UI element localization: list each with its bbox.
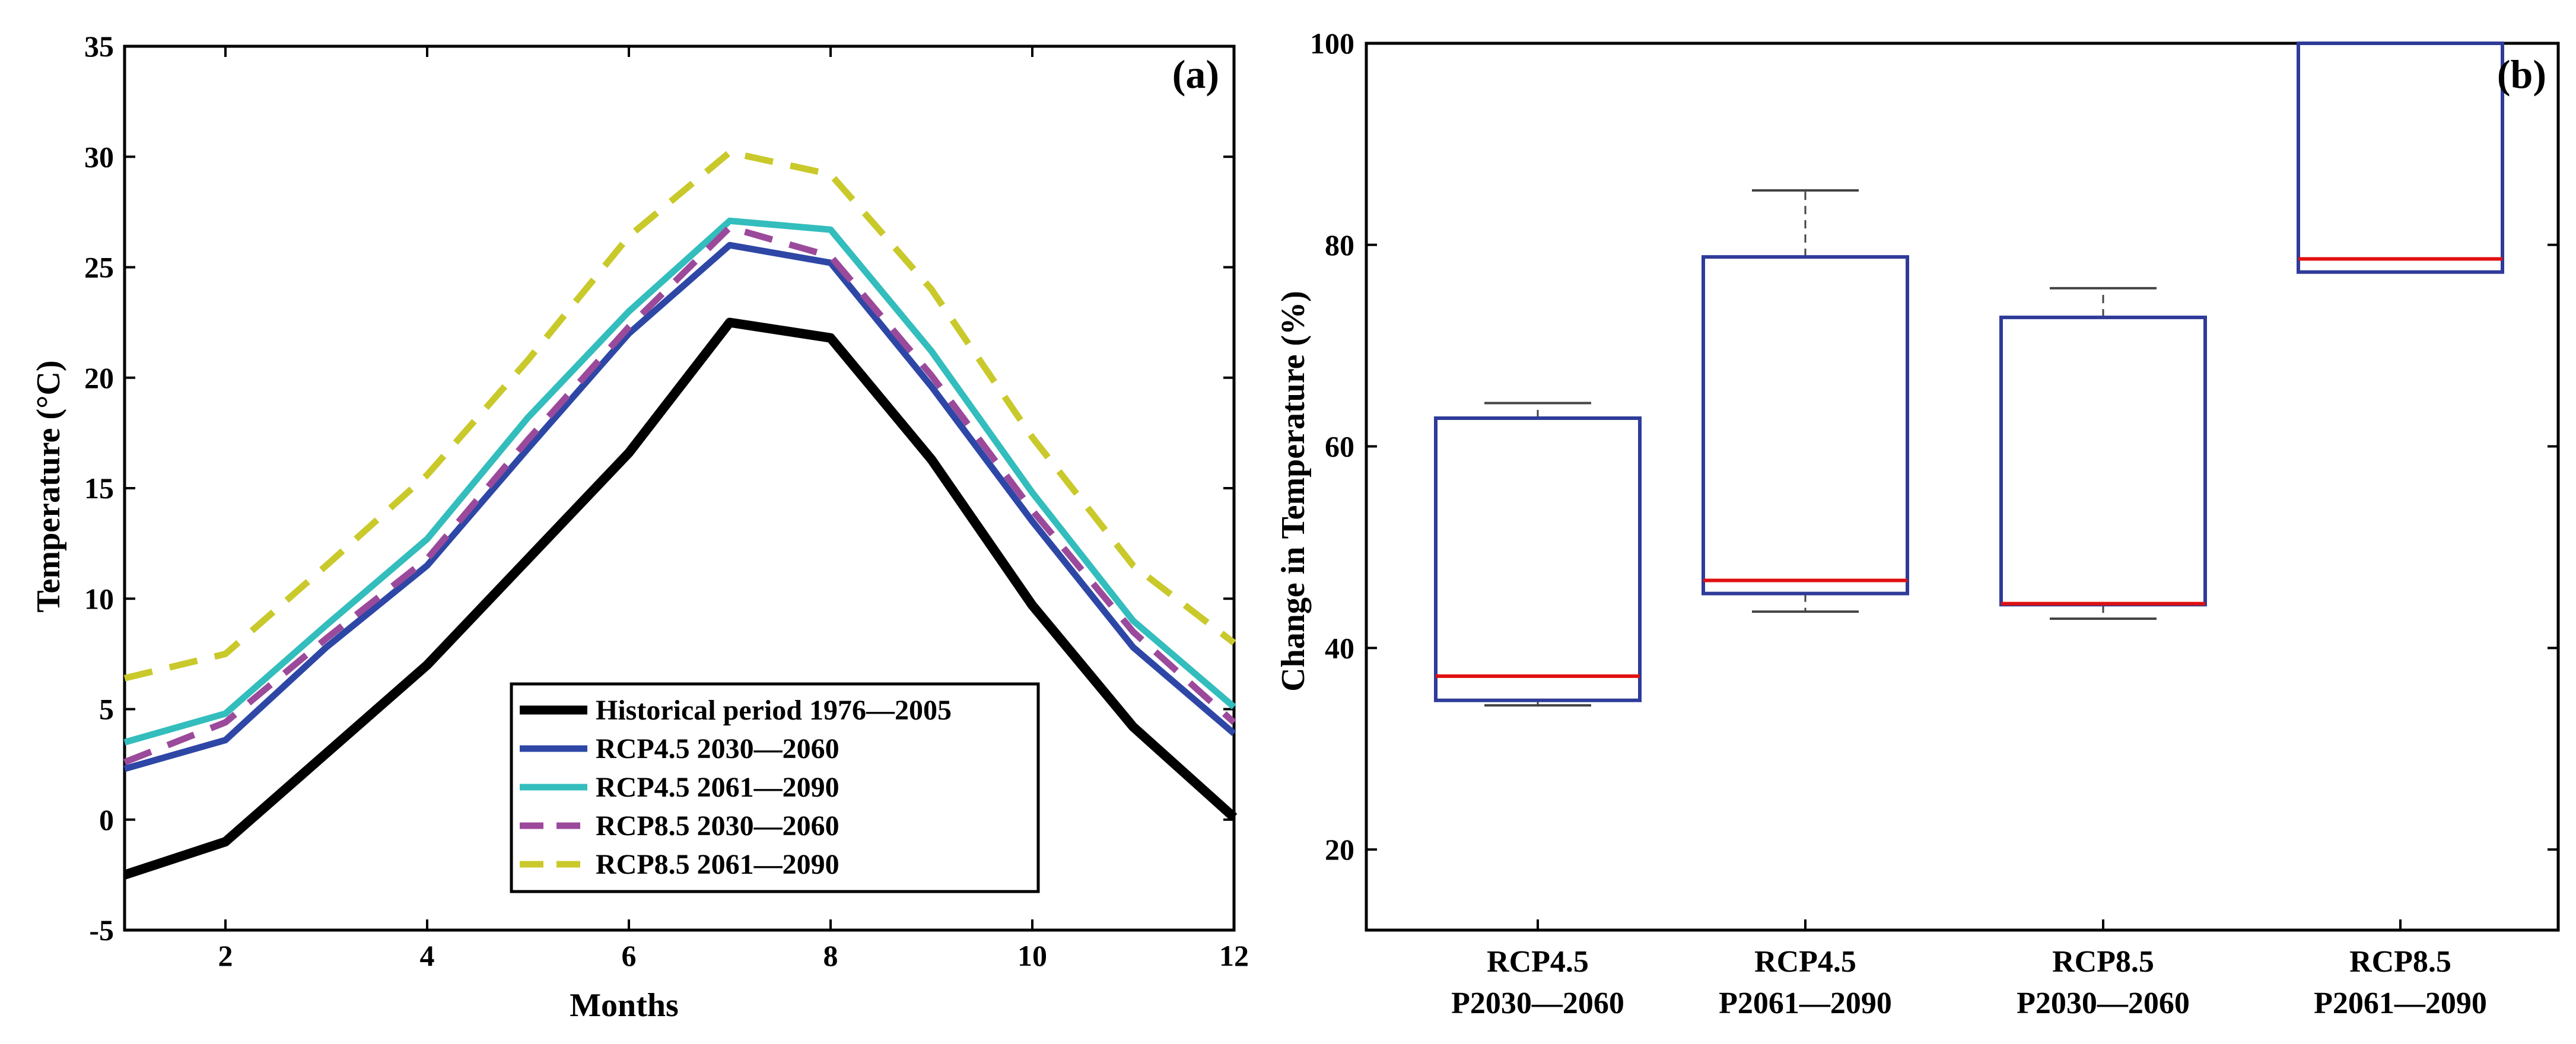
panel-b-axes: 20 40 60 80 100 RCP4.5 P2030—2060 RCP4.5 P2061—2…	[1310, 27, 2560, 1020]
category-label-line1: RCP4.5	[1487, 945, 1589, 979]
legend-label: RCP4.5 2030—2060	[596, 733, 839, 765]
panel-b-label: (b)	[2497, 52, 2546, 97]
category-label-line2: P2061—2090	[2314, 986, 2487, 1020]
box-2	[1999, 287, 2207, 620]
category-label-line1: RCP8.5	[2052, 945, 2154, 979]
y-tick-label: 35	[84, 30, 114, 63]
legend-label: RCP4.5 2061—2090	[596, 772, 839, 803]
box-iqr	[1702, 255, 1909, 596]
y-tick-label: 100	[1310, 27, 1354, 60]
category-label-line2: P2030—2060	[2017, 986, 2190, 1020]
panel-b-y-axis-title: Change in Temperature (%)	[1275, 291, 1312, 692]
x-tick-label: 4	[420, 939, 435, 972]
legend-label: RCP8.5 2061—2090	[596, 849, 839, 880]
y-tick-label: 60	[1325, 430, 1354, 463]
y-tick-label: 0	[99, 803, 114, 836]
category-label-line2: P2061—2090	[1719, 986, 1892, 1020]
legend-label: RCP8.5 2030—2060	[596, 810, 839, 842]
series-line-2	[123, 217, 1236, 746]
y-tick-label: 20	[1325, 833, 1354, 866]
panel-b-boxes	[1434, 42, 2504, 707]
box-iqr	[2297, 42, 2504, 274]
x-tick-label: 6	[622, 939, 637, 972]
y-tick-label: 15	[84, 472, 114, 505]
y-tick-label: 10	[84, 582, 114, 615]
legend-box	[510, 682, 1040, 893]
box-1	[1702, 189, 1909, 613]
category-label-line1: RCP4.5	[1754, 945, 1856, 979]
x-tick-label: 2	[218, 939, 233, 972]
panel-a-legend: Historical period 1976—2005 RCP4.5 2030—2…	[510, 682, 1040, 893]
y-tick-label: 5	[99, 693, 114, 726]
x-tick-label: 8	[823, 939, 838, 972]
panel-b-plot-frame	[1365, 42, 2560, 932]
panel-a-temperature-chart: -5 0 5 10 15 20 25 30 35 2 4 6 8 10 12 Historical peri…	[30, 30, 1249, 1024]
series-line-3	[123, 224, 1236, 766]
series-line-4	[123, 149, 1236, 682]
y-tick-label: 80	[1325, 228, 1354, 262]
y-tick-label: 25	[84, 251, 114, 284]
panel-b-change-boxplot: 20 40 60 80 100 RCP4.5 P2030—2060 RCP4.5 P2061—2…	[1275, 27, 2560, 1020]
box-iqr	[1999, 316, 2207, 607]
y-tick-label: 20	[84, 361, 114, 394]
x-tick-label: 12	[1219, 939, 1249, 972]
series-line-0	[123, 317, 1238, 880]
panel-a-series-lines	[123, 149, 1238, 880]
box-iqr	[1434, 416, 1642, 702]
x-tick-label: 10	[1017, 939, 1047, 972]
box-0	[1434, 402, 1642, 707]
series-line-1	[123, 241, 1236, 772]
panel-a-x-axis-title: Months	[570, 987, 679, 1024]
panel-a-label: (a)	[1172, 52, 1219, 97]
panel-a-y-axis-title: Temperature (°C)	[30, 360, 67, 612]
category-label-line2: P2030—2060	[1451, 986, 1624, 1020]
box-3	[2297, 42, 2504, 274]
category-label-line1: RCP8.5	[2349, 945, 2451, 979]
legend-label: Historical period 1976—2005	[596, 695, 952, 726]
y-tick-label: -5	[89, 913, 114, 947]
y-tick-label: 30	[84, 140, 114, 173]
panel-a-axes: -5 0 5 10 15 20 25 30 35 2 4 6 8 10 12	[84, 30, 1249, 972]
y-tick-label: 40	[1325, 631, 1354, 664]
